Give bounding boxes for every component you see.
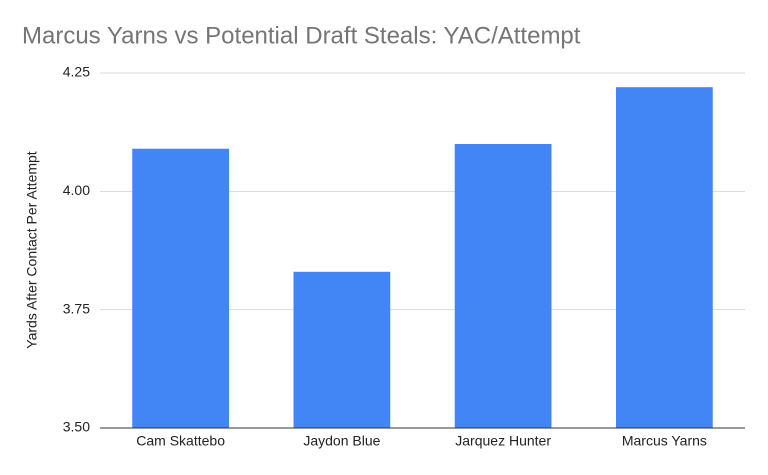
x-tick-label: Jarquez Hunter xyxy=(455,433,551,449)
x-tick-label: Jaydon Blue xyxy=(303,433,380,449)
bar xyxy=(454,144,552,428)
bar xyxy=(616,87,713,428)
y-tick-label: 3.50 xyxy=(63,419,90,435)
bar xyxy=(132,148,229,428)
x-tick-label: Cam Skattebo xyxy=(136,433,225,449)
x-tick-label: Marcus Yarns xyxy=(622,433,707,449)
bar xyxy=(293,271,391,428)
y-tick-label: 4.25 xyxy=(63,64,90,80)
chart-title: Marcus Yarns vs Potential Draft Steals: … xyxy=(22,22,581,49)
y-tick-label: 3.75 xyxy=(63,300,90,316)
y-axis-label: Yards After Contact Per Attempt xyxy=(24,151,40,348)
y-tick-label: 4.00 xyxy=(63,182,90,198)
